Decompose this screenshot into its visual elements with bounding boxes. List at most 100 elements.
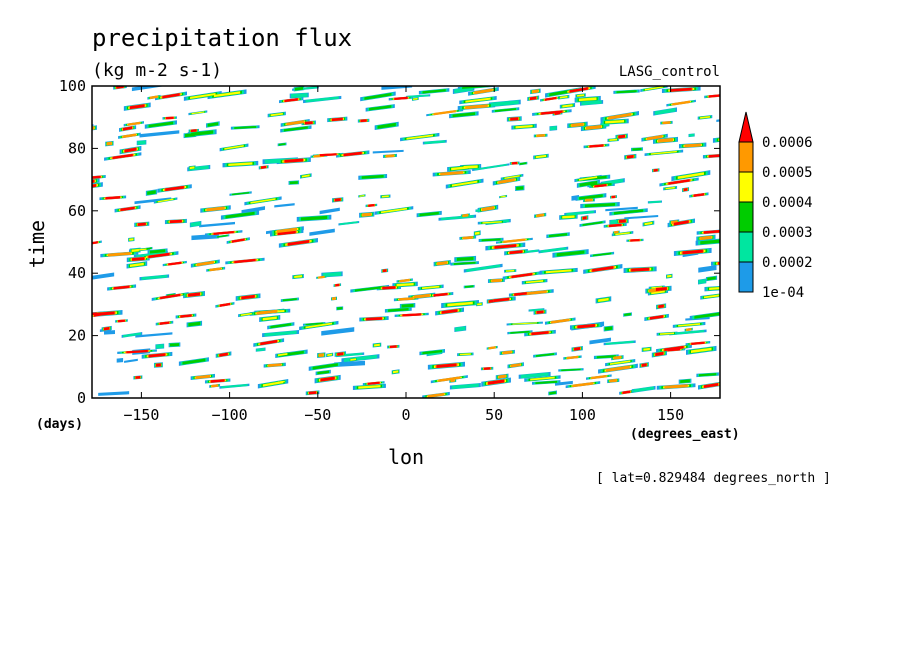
precip-cell (300, 215, 328, 221)
precip-cell (334, 198, 341, 202)
precip-cell (260, 165, 267, 169)
precip-cell (512, 161, 518, 165)
precip-cell (276, 227, 298, 234)
precip-cell (490, 100, 519, 107)
precip-cell (165, 116, 174, 120)
precip-cell (530, 376, 555, 381)
colorbar-segment (738, 201, 754, 233)
precip-cell (268, 363, 282, 368)
y-unit-label: (days) (36, 417, 83, 432)
precip-cell (270, 323, 292, 329)
precip-cell (368, 204, 375, 207)
precip-cell (284, 98, 298, 103)
precip-cell (556, 250, 585, 257)
precip-cell (406, 134, 433, 140)
precip-cell (502, 350, 512, 355)
precip-cell (653, 168, 658, 172)
precip-cell (156, 363, 161, 367)
plot-background (92, 86, 720, 398)
precip-cell (654, 108, 676, 116)
precip-cell (150, 95, 158, 100)
precip-cell (578, 97, 597, 102)
precip-cell (190, 129, 197, 133)
precip-cell (554, 111, 561, 115)
precip-cell (94, 311, 112, 317)
precip-cell (591, 374, 607, 380)
precip-cell (103, 326, 110, 331)
precip-cell (509, 250, 523, 255)
precip-cell (451, 383, 479, 390)
precip-cell (92, 183, 96, 188)
precip-cell (169, 219, 182, 224)
precip-cell (225, 211, 255, 219)
precip-cell (278, 353, 288, 357)
precip-cell (188, 292, 200, 297)
precip-cell (488, 299, 494, 303)
precip-cell (683, 187, 688, 192)
precip-cell (644, 86, 664, 91)
x-tick-label: 150 (657, 406, 684, 424)
precip-cell (462, 213, 469, 218)
precip-cell (477, 303, 482, 306)
precip-cell (343, 151, 362, 157)
precip-cell (516, 186, 524, 191)
precip-cell (424, 140, 446, 145)
y-axis-title: time (25, 220, 49, 268)
precip-cell (290, 93, 308, 98)
precip-cell (466, 264, 501, 272)
precip-cell (605, 206, 638, 212)
precip-cell (366, 317, 382, 321)
precip-cell (221, 383, 248, 389)
precip-cell (148, 252, 170, 259)
precip-cell (422, 89, 446, 94)
precip-cell (498, 374, 506, 379)
precip-cell (75, 125, 91, 130)
precip-cell (79, 247, 88, 250)
precip-cell (399, 278, 410, 283)
precip-field (75, 86, 720, 398)
precip-cell (703, 294, 719, 299)
precip-cell (327, 353, 333, 357)
precip-cell (240, 312, 252, 316)
precip-cell (319, 207, 340, 215)
x-tick-label: 0 (401, 406, 410, 424)
precip-cell (188, 321, 201, 327)
precip-cell (708, 94, 720, 98)
precip-cell (594, 184, 607, 188)
precip-cell (135, 251, 166, 257)
precip-cell (592, 266, 614, 272)
precip-cell (217, 234, 228, 238)
precip-cell (160, 293, 181, 300)
precip-cell (465, 97, 491, 103)
precip-cell (137, 140, 146, 145)
precip-cell (105, 196, 121, 200)
precip-cell (206, 206, 225, 212)
precip-cell (362, 212, 372, 217)
precip-cell (162, 93, 180, 99)
precip-cell (440, 171, 464, 176)
precip-cell (447, 301, 473, 307)
precip-cell (632, 147, 642, 151)
precip-cell (287, 239, 310, 246)
precip-cell (277, 230, 296, 236)
precip-cell (274, 203, 295, 208)
precip-cell (146, 247, 152, 250)
precip-cell (699, 373, 717, 377)
precip-cell (139, 130, 180, 138)
precip-cell (535, 380, 558, 385)
precip-cell (354, 285, 385, 292)
precip-cell (392, 370, 399, 374)
precip-cell (118, 319, 125, 323)
precip-cell (141, 274, 168, 280)
precip-cell (618, 134, 626, 139)
precip-cell (210, 267, 222, 272)
precip-cell (294, 275, 302, 279)
precip-cell (462, 236, 473, 240)
precip-cell (651, 286, 663, 289)
precip-cell (361, 174, 384, 179)
precip-cell (113, 285, 130, 290)
precip-cell (92, 124, 94, 129)
precip-cell (614, 230, 619, 234)
precip-cell (360, 119, 367, 123)
precip-cell (529, 308, 544, 312)
